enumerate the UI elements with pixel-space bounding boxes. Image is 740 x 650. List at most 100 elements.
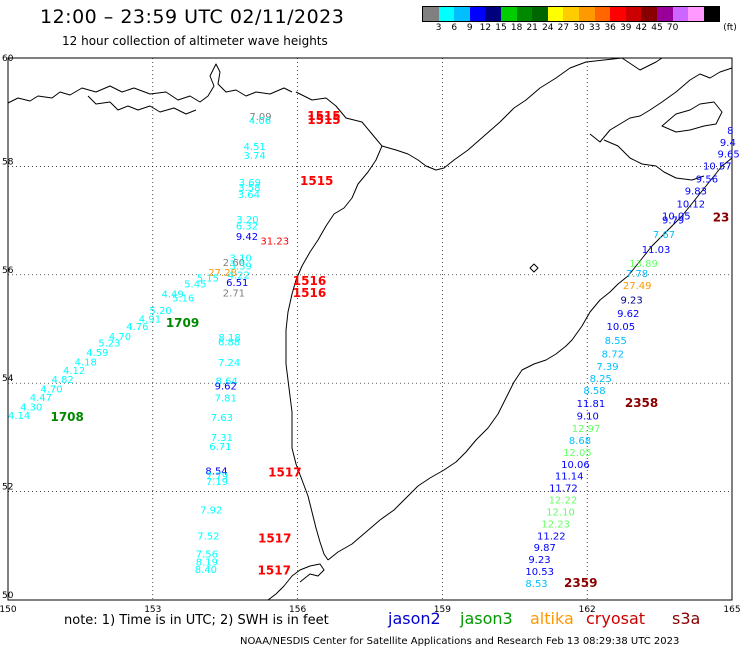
color-swatch [563, 7, 579, 21]
wave-height-label: 3.69 [239, 178, 261, 189]
color-scale-tick: 9 [466, 23, 473, 33]
map-frame [7, 57, 733, 601]
pass-time-label: 1515 [307, 109, 340, 123]
footer-credit: NOAA/NESDIS Center for Satellite Applica… [240, 636, 680, 647]
color-scale-tick: 12 [479, 23, 492, 33]
pass-time-label: 1515 [300, 174, 333, 188]
color-swatch [500, 7, 517, 21]
coastline-east-north [603, 139, 705, 181]
mission-legend-item: jason2 [388, 609, 441, 628]
color-scale-tick: 42 [635, 23, 648, 33]
wave-height-label: 4.30 [20, 402, 42, 413]
lon-tick-label: 150 [0, 605, 17, 615]
lat-tick-label: 50 [2, 591, 14, 601]
lat-tick-label: 60 [2, 54, 14, 64]
color-swatch [656, 7, 673, 21]
wave-height-label: 12.10 [546, 507, 575, 518]
wave-height-label: 2.71 [223, 288, 245, 299]
pass-time-label: 2358 [625, 396, 658, 410]
wave-height-label: 7.24 [218, 358, 240, 369]
color-scale-tick: 30 [573, 23, 585, 33]
color-swatch [703, 7, 720, 21]
coastline-kamchatka-east [327, 157, 733, 561]
pass-time-label: 1517 [258, 564, 291, 578]
wave-height-label: 8.55 [605, 336, 627, 347]
wave-height-label: 12.23 [541, 519, 570, 530]
wave-height-label: 3.58 [238, 183, 260, 194]
wave-height-label: 9.42 [236, 232, 258, 243]
lon-tick-label: 159 [434, 605, 451, 615]
wave-height-label: 3.74 [244, 151, 266, 162]
page-subtitle: 12 hour collection of altimeter wave hei… [62, 34, 328, 48]
wave-height-label: 6.71 [209, 442, 231, 453]
color-scale-tick: 33 [588, 23, 601, 33]
wave-height-label: 4.18 [75, 357, 97, 368]
wave-height-label: 4.59 [86, 348, 108, 359]
wave-height-label: 10.05 [607, 322, 636, 333]
wave-height-label: 10.06 [561, 460, 590, 471]
wave-height-label: 3.39 [230, 261, 252, 272]
pass-time-label: 1708 [50, 410, 83, 424]
wave-height-label: 7.31 [211, 433, 233, 444]
color-scale-tick: 24 [542, 23, 554, 33]
wave-height-label: 9.62 [617, 309, 639, 320]
wave-height-label: 10.12 [676, 200, 705, 211]
wave-height-label: 7.92 [200, 505, 222, 516]
color-swatch [594, 7, 611, 21]
wave-height-label: 4.47 [30, 393, 52, 404]
coastline-northeast [295, 57, 663, 171]
wave-height-label: 7.39 [596, 362, 618, 373]
color-swatch [516, 7, 533, 21]
wave-height-label: 7.63 [211, 413, 233, 424]
coastline-north [7, 63, 293, 104]
wave-height-label: 5.23 [98, 338, 120, 349]
mission-legend-item: s3a [672, 609, 701, 628]
wave-height-label: 12.05 [563, 448, 592, 459]
pass-time-label: 1516 [293, 274, 326, 288]
color-scale-unit: (ft) [723, 23, 737, 33]
pass-time-label: 1709 [166, 316, 199, 330]
wave-height-label: 4.14 [8, 411, 30, 422]
color-scale-tick: 70 [666, 23, 679, 33]
wave-height-label: 6.32 [236, 221, 258, 232]
wave-height-label: 9.62 [215, 382, 237, 393]
color-scale-tick: 21 [526, 23, 538, 33]
wave-height-label: 11.22 [537, 531, 566, 542]
wave-height-label: 27.49 [623, 281, 652, 292]
color-swatch [454, 7, 470, 21]
wave-height-label: 10.05 [662, 212, 691, 223]
color-swatch [641, 7, 657, 21]
wave-height-label: 5.15 [197, 273, 219, 284]
wave-height-label: 5.20 [149, 306, 171, 317]
wave-height-label: 11.72 [549, 484, 578, 495]
color-swatch [423, 7, 439, 21]
coastline-kamchatka-west [285, 145, 383, 561]
pass-time-label: 1517 [268, 465, 301, 479]
wave-height-label: 3.20 [236, 215, 258, 226]
color-scale-tick: 18 [510, 23, 523, 33]
color-swatch [485, 7, 501, 21]
wave-height-label: 7.79 [206, 472, 228, 483]
wave-height-label: 11.03 [642, 245, 671, 256]
color-scale-tick: 45 [651, 23, 663, 33]
color-swatch [688, 7, 704, 21]
mission-legend-item: jason3 [460, 609, 513, 628]
wave-height-label: 9.23 [621, 296, 643, 307]
color-swatch [625, 7, 642, 21]
wave-height-label: 4.91 [139, 314, 161, 325]
wave-height-label: 6.51 [226, 278, 248, 289]
wave-height-label: 9.79 [662, 215, 684, 226]
wave-height-label: 9.83 [685, 187, 707, 198]
wave-height-label: 12.22 [549, 496, 578, 507]
wave-height-label: 8.64 [216, 376, 238, 387]
wave-height-label: 9.4 [720, 138, 736, 149]
wave-height-label: 4.22 [228, 271, 250, 282]
color-scale-tick: 36 [604, 23, 616, 33]
wave-height-label: 31.23 [260, 236, 289, 247]
wave-height-label: 7.78 [626, 269, 648, 280]
color-swatch [438, 7, 455, 21]
wave-height-label: 7.52 [197, 531, 219, 542]
color-swatch [547, 7, 564, 21]
color-scale-bar [422, 6, 721, 22]
